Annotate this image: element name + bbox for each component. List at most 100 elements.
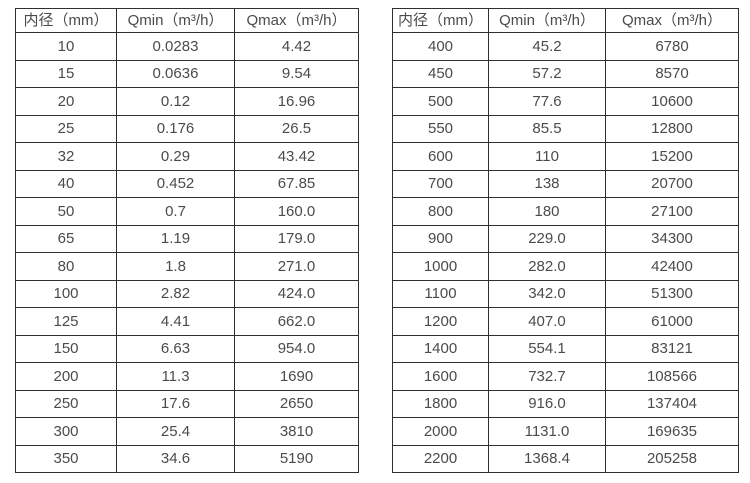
table-cell: 40 <box>15 169 117 198</box>
table-cell: 732.7 <box>488 362 606 391</box>
table-cell: 34.6 <box>116 444 235 473</box>
header-qmax: Qmax（m³/h） <box>605 8 739 33</box>
table-cell: 9.54 <box>234 59 359 88</box>
table-cell: 100 <box>15 279 117 308</box>
table-cell: 50 <box>15 197 117 226</box>
table-row: 1600 732.7 108566 <box>392 362 739 391</box>
table-cell: 1800 <box>392 389 489 418</box>
table-body: 10 0.0283 4.42 15 0.0636 9.54 20 0.12 16.96 25 0.1… <box>15 32 359 473</box>
table-cell: 450 <box>392 59 489 88</box>
table-row: 65 1.19 179.0 <box>15 224 359 253</box>
table-cell: 2.82 <box>116 279 235 308</box>
table-cell: 83121 <box>605 334 739 363</box>
table-cell: 0.7 <box>116 197 235 226</box>
table-cell: 80 <box>15 252 117 281</box>
table-cell: 10600 <box>605 87 739 116</box>
table-cell: 110 <box>488 142 606 171</box>
table-cell: 1368.4 <box>488 444 606 473</box>
table-cell: 3810 <box>234 417 359 446</box>
table-cell: 51300 <box>605 279 739 308</box>
table-cell: 125 <box>15 307 117 336</box>
table-cell: 500 <box>392 87 489 116</box>
table-cell: 407.0 <box>488 307 606 336</box>
table-cell: 15200 <box>605 142 739 171</box>
table-cell: 150 <box>15 334 117 363</box>
table-cell: 34300 <box>605 224 739 253</box>
table-cell: 1600 <box>392 362 489 391</box>
table-cell: 10 <box>15 32 117 61</box>
table-cell: 250 <box>15 389 117 418</box>
table-cell: 179.0 <box>234 224 359 253</box>
table-row: 500 77.6 10600 <box>392 87 739 116</box>
table-cell: 6.63 <box>116 334 235 363</box>
table-row: 2000 1131.0 169635 <box>392 417 739 446</box>
header-diameter: 内径（mm） <box>392 8 489 33</box>
table-cell: 662.0 <box>234 307 359 336</box>
table-row: 250 17.6 2650 <box>15 389 359 418</box>
table-cell: 900 <box>392 224 489 253</box>
table-cell: 137404 <box>605 389 739 418</box>
table-cell: 954.0 <box>234 334 359 363</box>
header-qmin: Qmin（m³/h） <box>116 8 235 33</box>
table-cell: 25.4 <box>116 417 235 446</box>
table-cell: 169635 <box>605 417 739 446</box>
table-cell: 25 <box>15 114 117 143</box>
table-cell: 1131.0 <box>488 417 606 446</box>
table-row: 40 0.452 67.85 <box>15 169 359 198</box>
table-cell: 205258 <box>605 444 739 473</box>
table-row: 900 229.0 34300 <box>392 224 739 253</box>
table-cell: 229.0 <box>488 224 606 253</box>
table-cell: 65 <box>15 224 117 253</box>
table-row: 100 2.82 424.0 <box>15 279 359 308</box>
flow-spec-table-left: 内径（mm） Qmin（m³/h） Qmax（m³/h） 10 0.0283 4.4… <box>15 8 359 473</box>
table-row: 50 0.7 160.0 <box>15 197 359 226</box>
table-cell: 20700 <box>605 169 739 198</box>
table-row: 1000 282.0 42400 <box>392 252 739 281</box>
table-cell: 1.19 <box>116 224 235 253</box>
table-row: 1400 554.1 83121 <box>392 334 739 363</box>
table-row: 400 45.2 6780 <box>392 32 739 61</box>
table-cell: 1000 <box>392 252 489 281</box>
table-cell: 17.6 <box>116 389 235 418</box>
table-cell: 15 <box>15 59 117 88</box>
table-cell: 11.3 <box>116 362 235 391</box>
table-header-row: 内径（mm） Qmin（m³/h） Qmax（m³/h） <box>15 8 359 33</box>
table-cell: 2200 <box>392 444 489 473</box>
table-cell: 916.0 <box>488 389 606 418</box>
table-cell: 550 <box>392 114 489 143</box>
table-cell: 0.29 <box>116 142 235 171</box>
table-row: 300 25.4 3810 <box>15 417 359 446</box>
table-cell: 5190 <box>234 444 359 473</box>
flow-spec-table-right: 内径（mm） Qmin（m³/h） Qmax（m³/h） 400 45.2 6780… <box>392 8 739 473</box>
header-qmin: Qmin（m³/h） <box>488 8 606 33</box>
table-row: 800 180 27100 <box>392 197 739 226</box>
table-cell: 0.176 <box>116 114 235 143</box>
table-cell: 27100 <box>605 197 739 226</box>
table-row: 150 6.63 954.0 <box>15 334 359 363</box>
table-cell: 700 <box>392 169 489 198</box>
table-cell: 4.42 <box>234 32 359 61</box>
table-cell: 1.8 <box>116 252 235 281</box>
table-row: 10 0.0283 4.42 <box>15 32 359 61</box>
table-cell: 85.5 <box>488 114 606 143</box>
table-cell: 1100 <box>392 279 489 308</box>
table-row: 1800 916.0 137404 <box>392 389 739 418</box>
table-row: 600 110 15200 <box>392 142 739 171</box>
table-cell: 8570 <box>605 59 739 88</box>
table-cell: 0.12 <box>116 87 235 116</box>
table-cell: 2000 <box>392 417 489 446</box>
table-cell: 77.6 <box>488 87 606 116</box>
table-cell: 554.1 <box>488 334 606 363</box>
header-diameter: 内径（mm） <box>15 8 117 33</box>
table-row: 450 57.2 8570 <box>392 59 739 88</box>
table-row: 1100 342.0 51300 <box>392 279 739 308</box>
table-cell: 12800 <box>605 114 739 143</box>
table-row: 200 11.3 1690 <box>15 362 359 391</box>
table-cell: 800 <box>392 197 489 226</box>
table-cell: 4.41 <box>116 307 235 336</box>
table-cell: 57.2 <box>488 59 606 88</box>
table-row: 700 138 20700 <box>392 169 739 198</box>
table-cell: 160.0 <box>234 197 359 226</box>
table-cell: 32 <box>15 142 117 171</box>
